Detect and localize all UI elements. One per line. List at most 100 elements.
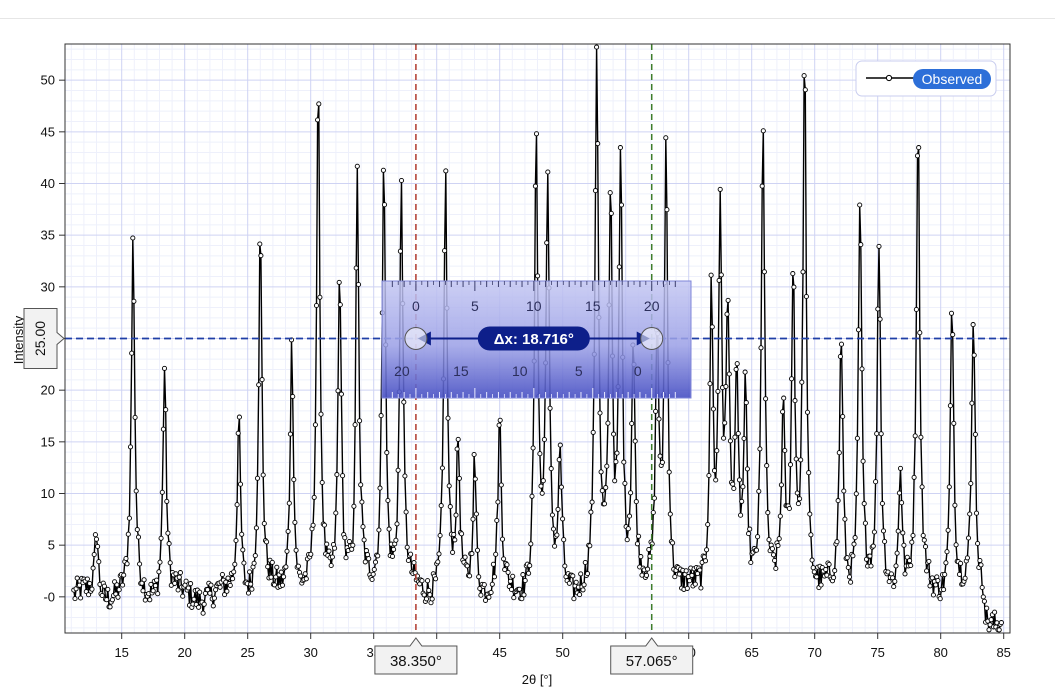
data-point bbox=[107, 604, 113, 610]
data-point bbox=[697, 567, 703, 573]
data-point bbox=[489, 581, 495, 587]
data-point bbox=[611, 431, 617, 437]
data-point bbox=[664, 207, 670, 213]
delta-badge bbox=[477, 326, 590, 351]
data-point bbox=[298, 573, 304, 579]
data-point bbox=[423, 596, 430, 602]
x-tick-label: 85 bbox=[996, 645, 1010, 660]
data-point bbox=[879, 500, 885, 507]
data-point bbox=[687, 578, 693, 584]
data-point bbox=[158, 535, 164, 541]
data-point bbox=[711, 468, 718, 474]
data-point bbox=[316, 101, 322, 107]
data-point bbox=[941, 587, 947, 593]
data-point bbox=[207, 590, 213, 596]
data-point bbox=[742, 369, 748, 375]
data-point bbox=[295, 563, 301, 569]
legend-pill[interactable] bbox=[913, 69, 991, 89]
data-point bbox=[473, 511, 479, 517]
data-point bbox=[538, 483, 544, 489]
data-point bbox=[235, 430, 241, 436]
cursor-labels[interactable]: 38.350° 57.065° 25.00 bbox=[23, 308, 694, 675]
data-point bbox=[895, 528, 901, 534]
data-point bbox=[650, 509, 656, 516]
data-point bbox=[105, 586, 111, 592]
y-tick-label: 35 bbox=[41, 228, 55, 243]
data-point bbox=[452, 537, 458, 543]
data-point bbox=[326, 548, 332, 554]
x-tick-label: 80 bbox=[933, 645, 947, 660]
data-point bbox=[746, 531, 752, 537]
data-point bbox=[956, 571, 963, 577]
legend[interactable]: Observed bbox=[855, 60, 997, 97]
data-point bbox=[848, 579, 854, 585]
data-point bbox=[689, 572, 695, 578]
data-point bbox=[435, 559, 441, 565]
ruler-handle-left[interactable] bbox=[404, 327, 428, 350]
data-point bbox=[126, 515, 132, 521]
data-point bbox=[614, 450, 620, 456]
cursor-label-box[interactable] bbox=[374, 637, 458, 675]
data-point bbox=[789, 376, 795, 382]
data-point bbox=[87, 580, 93, 587]
data-point bbox=[402, 473, 408, 479]
ruler-handle-right[interactable] bbox=[640, 327, 664, 350]
data-point bbox=[894, 550, 900, 556]
data-point bbox=[164, 498, 170, 504]
data-point bbox=[667, 511, 673, 517]
data-point bbox=[548, 466, 554, 472]
data-point bbox=[776, 536, 782, 542]
ruler-top-label: 5 bbox=[471, 298, 479, 314]
data-point bbox=[274, 564, 280, 570]
data-point bbox=[875, 306, 881, 312]
data-point bbox=[651, 495, 657, 501]
data-point bbox=[442, 248, 448, 254]
data-point bbox=[426, 587, 432, 593]
data-point bbox=[930, 592, 936, 598]
data-point bbox=[624, 537, 630, 543]
measure-ruler[interactable]: 0 5 10 15 20 20 15 10 5 0 Δx: 18.716° bbox=[381, 280, 692, 399]
data-point bbox=[507, 578, 513, 584]
data-point bbox=[759, 183, 765, 189]
data-point bbox=[867, 553, 873, 559]
data-point bbox=[792, 398, 798, 404]
data-point bbox=[163, 407, 169, 413]
cursor-label-box[interactable] bbox=[610, 637, 694, 675]
data-point bbox=[155, 591, 161, 597]
cursor-label-box[interactable] bbox=[23, 308, 65, 369]
ruler-bottom-label: 20 bbox=[394, 363, 410, 379]
data-point bbox=[616, 264, 622, 270]
data-point bbox=[897, 465, 904, 471]
data-point bbox=[916, 145, 922, 151]
ruler-bottom-label: 5 bbox=[575, 363, 583, 379]
data-point bbox=[120, 582, 126, 588]
data-point bbox=[601, 501, 608, 507]
data-point bbox=[358, 482, 364, 488]
data-point bbox=[734, 361, 740, 367]
data-point bbox=[530, 445, 536, 451]
data-point bbox=[364, 552, 371, 558]
data-point bbox=[911, 474, 917, 480]
data-point bbox=[836, 450, 842, 456]
x-tick-label: 65 bbox=[744, 645, 758, 660]
data-point bbox=[893, 563, 899, 569]
data-point bbox=[912, 433, 918, 439]
data-point bbox=[613, 459, 619, 465]
data-point bbox=[328, 562, 334, 569]
data-point bbox=[797, 496, 803, 502]
data-point bbox=[200, 610, 206, 616]
data-point bbox=[645, 566, 651, 572]
data-point bbox=[217, 584, 223, 590]
data-point bbox=[592, 188, 599, 194]
data-point bbox=[462, 554, 468, 560]
data-point bbox=[469, 551, 475, 557]
data-point bbox=[273, 574, 279, 580]
data-point bbox=[227, 582, 233, 588]
data-point bbox=[455, 436, 461, 442]
x-tick-label: 45 bbox=[492, 645, 506, 660]
data-point bbox=[666, 469, 672, 475]
data-point bbox=[104, 597, 110, 603]
data-point bbox=[86, 592, 92, 598]
data-point bbox=[684, 585, 690, 591]
